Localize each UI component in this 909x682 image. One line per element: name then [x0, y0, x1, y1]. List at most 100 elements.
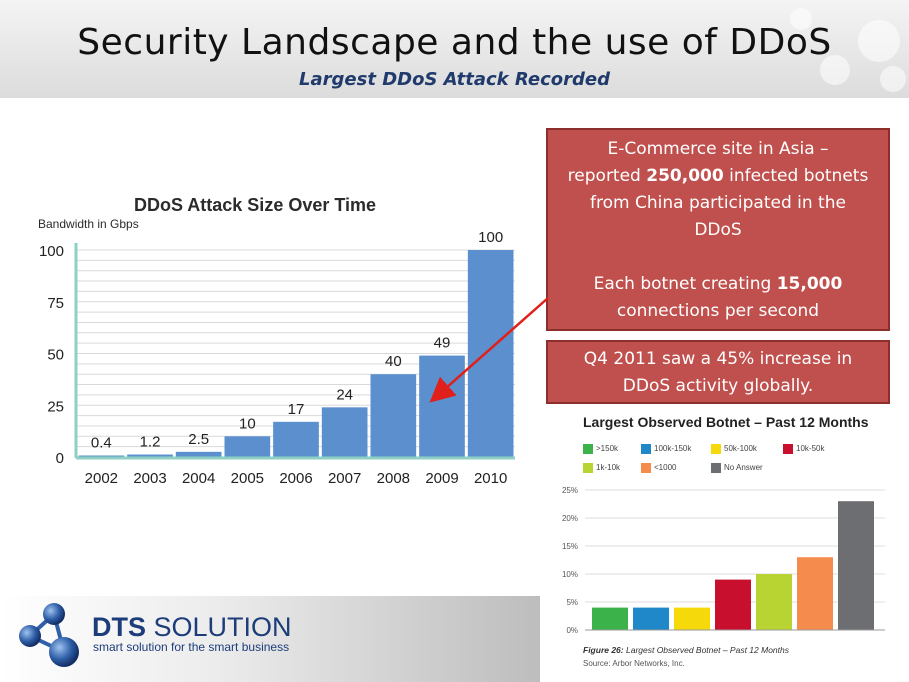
y-tick-label: 10%	[562, 570, 578, 579]
callout-line: reported 250,000 infected botnets	[567, 166, 869, 186]
ddos-attack-size-chart: DDoS Attack Size Over Time Bandwidth in …	[38, 195, 515, 487]
callout-line: Each botnet creating 15,000	[593, 274, 843, 294]
data-label: 24	[336, 386, 353, 403]
chart-bars	[592, 501, 874, 630]
legend-item: 100k-150k	[641, 444, 691, 454]
slide-header: Security Landscape and the use of DDoS L…	[0, 0, 909, 98]
decorative-bubble	[790, 8, 812, 30]
botnet-size-chart: 0% 5% 10% 15% 20% 25%	[562, 486, 885, 635]
bar-2003	[127, 454, 173, 457]
legend-label: 10k-50k	[796, 444, 825, 454]
figure-caption: Figure 26: Largest Observed Botnet – Pas…	[583, 645, 789, 655]
y-tick-label: 100	[39, 243, 64, 260]
y-tick-label: 20%	[562, 514, 578, 523]
bar-100k-150k	[633, 607, 669, 630]
y-tick-label: 0%	[566, 626, 578, 635]
legend-swatch	[711, 444, 721, 454]
legend-item: 10k-50k	[783, 444, 824, 454]
x-tick-label: 2002	[85, 470, 118, 487]
footer-band	[0, 596, 540, 682]
legend-label: >150k	[596, 444, 619, 454]
data-label: 1.2	[140, 434, 161, 451]
callout-line: from China participated in the	[590, 193, 846, 213]
data-label: 0.4	[91, 435, 112, 452]
data-label: 17	[288, 401, 305, 418]
logo-wordmark: DTS SOLUTION	[92, 612, 292, 642]
bar-10k-50k	[715, 579, 751, 630]
figure-source: Source: Arbor Networks, Inc.	[583, 659, 685, 668]
legend-label: No Answer	[724, 463, 763, 473]
x-tick-label: 2010	[474, 470, 507, 487]
legend-swatch	[583, 444, 593, 454]
y-tick-label: 5%	[566, 598, 578, 607]
x-tick-label: 2003	[133, 470, 166, 487]
legend-item: >150k	[583, 444, 618, 454]
logo-tagline: smart solution for the smart business	[93, 640, 290, 654]
y-tick-label: 0	[56, 450, 64, 467]
y-tick-label: 50	[47, 347, 64, 364]
legend-item: 50k-100k	[711, 444, 757, 454]
callout-line: DDoS activity globally.	[622, 376, 814, 396]
y-tick-label: 75	[47, 295, 64, 312]
legend-swatch	[641, 444, 651, 454]
bar-2004	[175, 451, 222, 457]
data-label: 40	[385, 353, 402, 370]
decorative-bubble	[858, 20, 900, 62]
decorative-bubble	[880, 66, 906, 92]
bar-50k-100k	[674, 607, 710, 630]
data-label: 2.5	[188, 431, 209, 448]
legend-label: <1000	[654, 463, 677, 473]
legend-item: 1k-10k	[583, 463, 620, 473]
bar-No Answer	[838, 501, 874, 630]
chart-title: DDoS Attack Size Over Time	[134, 195, 376, 215]
legend-swatch	[641, 463, 651, 473]
slide-subtitle: Largest DDoS Attack Recorded	[299, 69, 610, 90]
y-tick-label: 25	[47, 398, 64, 415]
x-tick-label: 2005	[231, 470, 264, 487]
bar-2005	[224, 436, 271, 457]
legend-swatch	[783, 444, 793, 454]
callout-line: E-Commerce site in Asia –	[607, 139, 829, 159]
y-axis-ticks: 0% 5% 10% 15% 20% 25%	[562, 486, 578, 635]
legend-label: 1k-10k	[596, 463, 621, 473]
x-tick-label: 2009	[425, 470, 458, 487]
botnet-chart-title: Largest Observed Botnet – Past 12 Months	[583, 414, 869, 430]
y-axis-label: Bandwidth in Gbps	[38, 217, 139, 231]
bar-2009	[419, 355, 465, 457]
legend-label: 50k-100k	[724, 444, 757, 454]
bar-2002	[78, 455, 125, 457]
y-tick-label: 25%	[562, 486, 578, 495]
bar->150k	[592, 607, 628, 630]
bar-2008	[370, 374, 417, 457]
data-label: 49	[434, 335, 451, 352]
chart-bars	[78, 250, 514, 457]
callout-q4-increase: Q4 2011 saw a 45% increase in DDoS activ…	[546, 340, 890, 404]
slide-title: Security Landscape and the use of DDoS	[77, 22, 832, 63]
bar-2010	[467, 250, 514, 457]
x-axis-ticks: 2002 2003 2004 2005 2006 2007 2008 2009 2010	[85, 470, 508, 487]
bar-<1000	[797, 557, 833, 630]
legend-swatch	[711, 463, 721, 473]
legend-item: <1000	[641, 463, 676, 473]
callout-line: connections per second	[616, 301, 820, 321]
chart-data-labels: 0.4 1.2 2.5 10 17 24 40 49 100	[91, 229, 503, 452]
pointer-arrow	[429, 297, 549, 403]
logo-icon	[19, 603, 79, 667]
data-label: 100	[478, 229, 503, 246]
legend-swatch	[583, 463, 593, 473]
x-tick-label: 2008	[377, 470, 410, 487]
callout-botnet-info: E-Commerce site in Asia – reported 250,0…	[546, 128, 890, 331]
y-tick-label: 15%	[562, 542, 578, 551]
bar-1k-10k	[756, 574, 792, 630]
legend-label: 100k-150k	[654, 444, 692, 454]
x-tick-label: 2007	[328, 470, 361, 487]
y-axis-ticks: 0 25 50 75 100	[39, 243, 64, 467]
decorative-bubble	[820, 55, 850, 85]
bar-2007	[321, 407, 368, 457]
bar-2006	[273, 421, 319, 457]
x-tick-label: 2006	[279, 470, 312, 487]
data-label: 10	[239, 415, 256, 432]
callout-line: Q4 2011 saw a 45% increase in	[583, 349, 853, 369]
legend-item: No Answer	[711, 463, 763, 473]
